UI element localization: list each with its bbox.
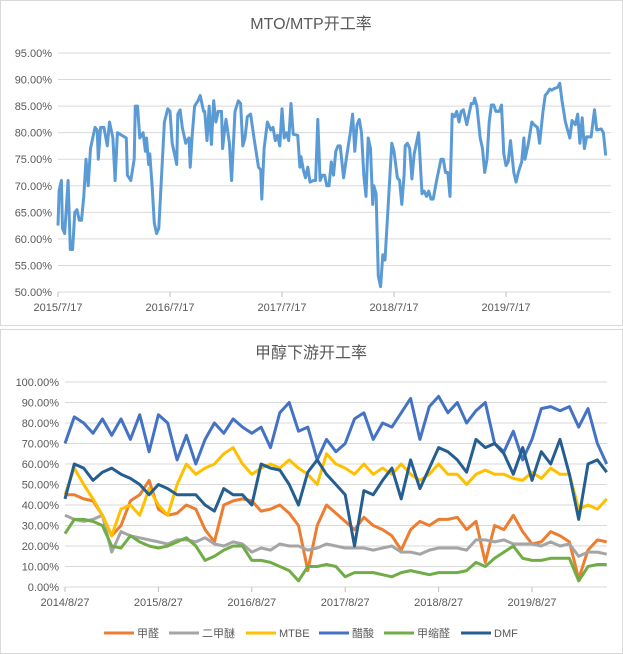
y-tick-label: 75.00% — [15, 154, 53, 166]
chart1-title: MTO/MTP开工率 — [250, 15, 371, 33]
y-tick-label: 85.00% — [15, 101, 53, 113]
x-tick-label: 2017/7/17 — [258, 302, 307, 314]
series-line-6 — [63, 437, 608, 548]
y-tick-label: 10.00% — [22, 562, 60, 574]
y-tick-label: 90.00% — [22, 398, 60, 410]
y-tick-label: 55.00% — [15, 260, 53, 272]
x-tick-label: 2014/8/27 — [41, 597, 90, 609]
y-tick-label: 90.00% — [15, 75, 53, 87]
series-line-5 — [63, 517, 607, 583]
legend-label: 醋酸 — [352, 626, 374, 640]
y-tick-label: 50.00% — [22, 480, 60, 492]
y-tick-label: 65.00% — [15, 207, 53, 219]
legend-label: 二甲醚 — [202, 626, 235, 640]
x-tick-label: 2017/8/27 — [321, 597, 370, 609]
chart2-plot: 0.00% 10.00% 20.00% 30.00% 40.00% 50.00% 60.00… — [16, 377, 609, 609]
series-line-2 — [64, 513, 608, 558]
x-tick-label: 2018/8/27 — [414, 597, 463, 609]
y-tick-label: 30.00% — [22, 521, 60, 533]
legend-label: MTBE — [279, 628, 310, 640]
chart2-title: 甲醇下游开工率 — [255, 344, 367, 362]
chart1-frame — [0, 0, 623, 326]
x-tick-label: 2015/7/17 — [34, 302, 83, 314]
y-tick-label: 20.00% — [22, 541, 60, 553]
legend-label: 甲醛 — [137, 626, 159, 640]
y-tick-label: 80.00% — [22, 418, 60, 430]
legend-label: 甲缩醛 — [417, 626, 450, 640]
chart2-legend: 甲醛 二甲醚 MTBE 醋酸 甲缩醛 DMF — [104, 626, 518, 640]
y-tick-label: 60.00% — [22, 459, 60, 471]
series-line-3 — [63, 446, 608, 538]
x-tick-label: 2015/8/27 — [134, 597, 183, 609]
y-tick-label: 0.00% — [28, 582, 59, 594]
x-tick-label: 2019/7/17 — [482, 302, 531, 314]
chart1-plot: 50.00% 55.00% 60.00% 65.00% 70.00% 75.00% 80.0… — [15, 48, 611, 314]
y-tick-label: 80.00% — [15, 128, 53, 140]
series-line-1 — [56, 81, 608, 289]
x-tick-label: 2019/8/27 — [508, 597, 557, 609]
y-tick-label: 40.00% — [22, 500, 60, 512]
x-tick-label: 2016/8/27 — [227, 597, 276, 609]
y-tick-label: 70.00% — [15, 181, 53, 193]
y-tick-label: 95.00% — [15, 48, 53, 60]
y-tick-label: 50.00% — [15, 287, 53, 299]
x-tick-label: 2016/7/17 — [146, 302, 195, 314]
y-tick-label: 100.00% — [16, 377, 60, 389]
y-tick-label: 70.00% — [22, 439, 60, 451]
x-tick-label: 2018/7/17 — [370, 302, 419, 314]
chart2-frame — [0, 329, 623, 654]
y-tick-label: 60.00% — [15, 234, 53, 246]
legend-label: DMF — [494, 628, 518, 640]
series-line-4 — [63, 394, 609, 466]
